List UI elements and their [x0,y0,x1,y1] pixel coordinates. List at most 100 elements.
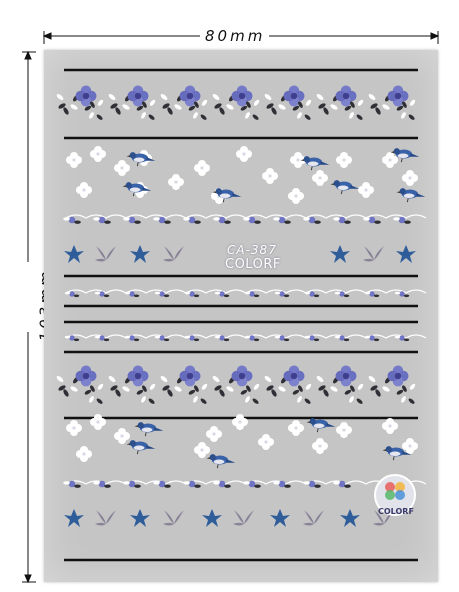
vine-flower [93,216,111,224]
white-flower [236,146,252,162]
vine-flower [363,216,381,224]
white-flower [194,160,210,176]
vine-flower [364,335,380,342]
white-flower [90,146,106,162]
white-flower [288,420,304,436]
vine-flower [183,480,201,488]
blue-flower [283,365,305,387]
vine-flower [94,335,110,342]
white-flower [336,422,352,438]
vine-flower [303,480,321,488]
star-leaf [130,509,150,527]
bird [206,453,236,469]
vine-flower [213,216,231,224]
star-leaf [64,509,84,527]
star-leaf [396,245,416,263]
product-code-label: CA-387 [227,243,277,257]
vine-flower [124,335,140,342]
v-leaf [303,510,324,526]
vine-flower [244,335,260,342]
bird [306,417,336,433]
badge-logo-petal [385,490,395,500]
white-flower [114,160,130,176]
vine-flower [214,335,230,342]
blue-flower [231,365,253,387]
width-dimension-label: 80mm [201,27,270,45]
vine-flower [64,335,80,342]
white-flower [66,152,82,168]
blue-flower [335,365,357,387]
white-flower [336,152,352,168]
bird [300,155,330,171]
vine-flower [184,335,200,342]
star-leaf [64,245,84,263]
vine-flower [154,335,170,342]
v-leaf [163,246,184,262]
vine-flower [304,335,320,342]
blue-flower [127,365,149,387]
white-flower [382,418,398,434]
badge-logo-petal [395,490,405,500]
white-flower [312,438,328,454]
star-leaf [270,509,290,527]
vine-flower [93,480,111,488]
white-flower [262,168,278,184]
v-leaf [95,246,116,262]
vine-flower [303,216,321,224]
vine-flower [64,291,80,298]
vine-flower [123,216,141,224]
vine-flower [153,480,171,488]
vine-flower [273,216,291,224]
vine-flower [304,291,320,298]
white-flower [382,152,398,168]
badge-logo-petal [395,482,405,492]
vine-flower [243,480,261,488]
vine-flower [364,291,380,298]
vine-flower [333,216,351,224]
white-flower [402,170,418,186]
vine-flower [63,216,81,224]
v-leaf [163,510,184,526]
vine-flower [213,480,231,488]
white-flower [402,438,418,454]
bird [126,439,156,455]
white-flower [66,420,82,436]
vine-flower [63,480,81,488]
white-flower [258,434,274,450]
vine-flower [274,335,290,342]
bird [330,179,360,195]
star-leaf [330,245,350,263]
white-flower [76,182,92,198]
star-leaf [202,509,222,527]
brand-label: COLORF [225,257,281,272]
v-leaf [363,246,384,262]
white-flower [76,446,92,462]
white-flower [288,188,304,204]
vine-flower [394,335,410,342]
blue-flower [75,365,97,387]
blue-flower [387,365,409,387]
vine-flower [244,291,260,298]
vine-flower [184,291,200,298]
vine-flower [153,216,171,224]
blue-flower [179,365,201,387]
white-flower [358,182,374,198]
vine-flower [393,216,411,224]
sticker-artwork [55,68,427,562]
star-leaf [130,245,150,263]
white-flower [168,174,184,190]
vine-flower [123,480,141,488]
star-leaf [340,509,360,527]
white-flower [90,414,106,430]
vine-flower [273,480,291,488]
v-leaf [95,510,116,526]
bird [396,187,426,203]
brand-badge-label: COLORF [378,507,414,516]
vine-flower [243,216,261,224]
vine-flower [124,291,140,298]
white-flower [312,170,328,186]
vine-flower [333,480,351,488]
badge-logo-petal [385,482,395,492]
white-flower [114,428,130,444]
